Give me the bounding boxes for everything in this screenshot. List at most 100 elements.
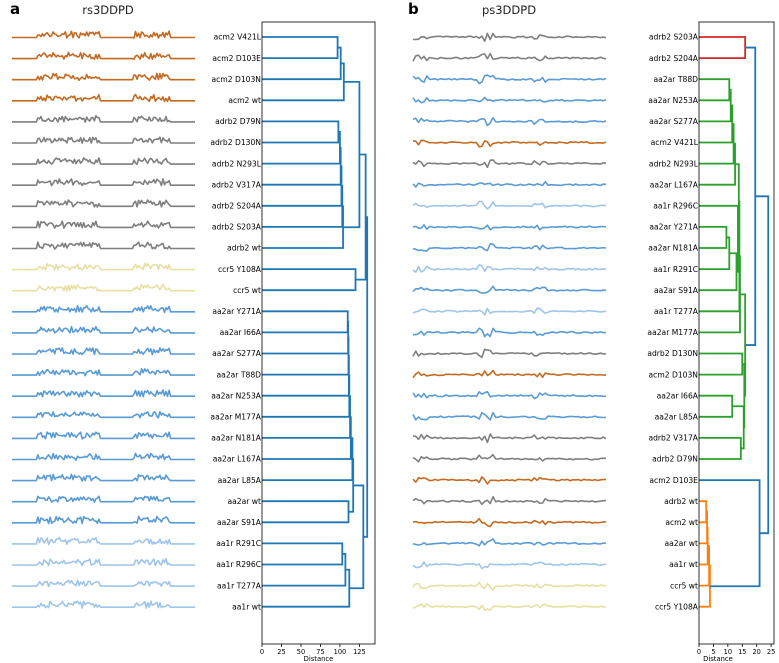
panel-a-xlabel: Distance: [304, 655, 334, 663]
descriptor-profile: [12, 262, 195, 271]
panel-b-profiles: [412, 32, 607, 611]
dendrogram-link: [755, 195, 770, 535]
leaf-label: ccr5 wt: [233, 286, 261, 295]
descriptor-profile: [412, 139, 607, 148]
descriptor-profile: [412, 96, 607, 104]
descriptor-profile: [412, 603, 607, 611]
leaf-label: adrb2 D130N: [647, 349, 698, 358]
leaf-label: aa2ar Y271A: [212, 307, 261, 316]
leaf-label: adrb2 N293L: [649, 159, 699, 168]
leaf-label: adrb2 S204A: [212, 202, 262, 211]
descriptor-profile: [12, 410, 195, 419]
descriptor-profile: [412, 496, 607, 506]
descriptor-profile: [12, 431, 195, 440]
descriptor-profile: [12, 536, 195, 546]
descriptor-profile: [12, 199, 195, 208]
leaf-label: aa2ar M177A: [647, 328, 698, 337]
leaf-label: aa2ar I66A: [657, 391, 699, 400]
leaf-label: aa2ar L167A: [650, 180, 699, 189]
descriptor-profile: [12, 368, 195, 377]
panel-a-letter: a: [10, 0, 20, 18]
dendrogram-link: [699, 226, 728, 249]
leaf-label: aa1r T277A: [654, 307, 699, 316]
descriptor-profile: [12, 347, 195, 356]
dendrogram-link: [262, 568, 351, 608]
descriptor-profile: [12, 557, 195, 567]
leaf-label: aa2ar T88D: [217, 370, 262, 379]
descriptor-profile: [412, 243, 607, 252]
x-tick-label: 20: [752, 648, 760, 656]
dendrogram-link: [699, 252, 738, 292]
panel-a-dendrogram: [262, 36, 369, 608]
dendrogram-link: [262, 62, 345, 102]
x-tick-label: 15: [738, 648, 746, 656]
descriptor-profile: [412, 561, 607, 570]
leaf-label: aa2ar S91A: [654, 286, 699, 295]
leaf-label: aa2ar M177A: [210, 413, 261, 422]
dendrogram-link: [699, 200, 741, 313]
leaf-label: adrb2 N293L: [212, 159, 262, 168]
dendrogram-link: [262, 131, 341, 165]
x-tick-label: 0: [260, 648, 264, 656]
x-tick-label: 25: [277, 648, 285, 656]
descriptor-profile: [12, 304, 195, 314]
leaf-label: adrb2 V317A: [648, 434, 698, 443]
descriptor-profile: [412, 517, 607, 528]
descriptor-profile: [412, 224, 607, 231]
leaf-label: acm2 D103N: [212, 75, 262, 84]
leaf-label: acm2 D103E: [649, 476, 698, 485]
panel-b-title: ps3DDPD: [482, 3, 536, 17]
descriptor-profile: [412, 538, 607, 547]
descriptor-profile: [412, 159, 607, 169]
leaf-label: aa2ar S91A: [217, 518, 262, 527]
x-tick-label: 25: [767, 648, 775, 656]
descriptor-profile: [12, 515, 195, 525]
panel-b-leaf-labels: adrb2 S203A adrb2 S204A aa2ar T88D aa2ar N2…: [647, 33, 698, 612]
panel-b-plot-frame: [698, 21, 775, 645]
descriptor-profile: [12, 452, 195, 461]
descriptor-profile: [412, 200, 607, 210]
dendrogram-link: [699, 36, 747, 59]
x-tick-label: 100: [334, 648, 347, 656]
dendrogram-link: [262, 395, 351, 439]
dendrogram-link: [262, 355, 350, 397]
leaf-label: adrb2 wt: [664, 497, 698, 506]
panel-a-x-axis: 0 25 50 75 100 125: [260, 644, 366, 656]
dendrogram-link: [262, 553, 347, 587]
descriptor-profile: [412, 581, 607, 591]
descriptor-profile: [412, 264, 607, 273]
panel-a-plot-frame: [261, 21, 376, 645]
leaf-label: aa2ar S277A: [649, 117, 699, 126]
dendrogram-link: [699, 88, 732, 123]
leaf-label: aa1r R291C: [216, 539, 261, 548]
descriptor-profile: [12, 241, 195, 250]
dendrogram-link: [699, 78, 731, 102]
descriptor-profile: [412, 369, 606, 379]
leaf-label: acm2 D103E: [212, 54, 261, 63]
leaf-label: aa2ar L85A: [218, 476, 262, 485]
dendrogram-link: [262, 120, 340, 144]
descriptor-profile: [412, 52, 607, 62]
dendrogram-link: [745, 46, 757, 346]
leaf-label: acm2 wt: [228, 96, 261, 105]
leaf-label: acm2 D103N: [649, 370, 699, 379]
x-tick-label: 50: [297, 648, 305, 656]
leaf-label: aa2ar N253A: [211, 391, 262, 400]
leaf-label: aa2ar I66A: [220, 328, 262, 337]
panel-b-dendrogram: [699, 36, 770, 608]
leaf-label: aa1r T277A: [217, 581, 262, 590]
descriptor-profile: [412, 411, 606, 421]
leaf-label: aa1r R296C: [216, 560, 261, 569]
descriptor-profile: [412, 476, 607, 485]
descriptor-profile: [12, 495, 195, 503]
dendrogram-link: [262, 320, 350, 355]
dendrogram-link: [262, 542, 344, 566]
panel-b: b ps3DDPD adrb2 S203A adrb2 S204A aa2ar T8…: [408, 0, 775, 663]
leaf-label: adrb2 S203A: [649, 33, 699, 42]
descriptor-profile: [12, 389, 195, 398]
descriptor-profile: [12, 283, 195, 292]
descriptor-profile: [412, 327, 607, 338]
dendrogram-link: [699, 204, 739, 273]
dendrogram-link: [262, 268, 357, 292]
